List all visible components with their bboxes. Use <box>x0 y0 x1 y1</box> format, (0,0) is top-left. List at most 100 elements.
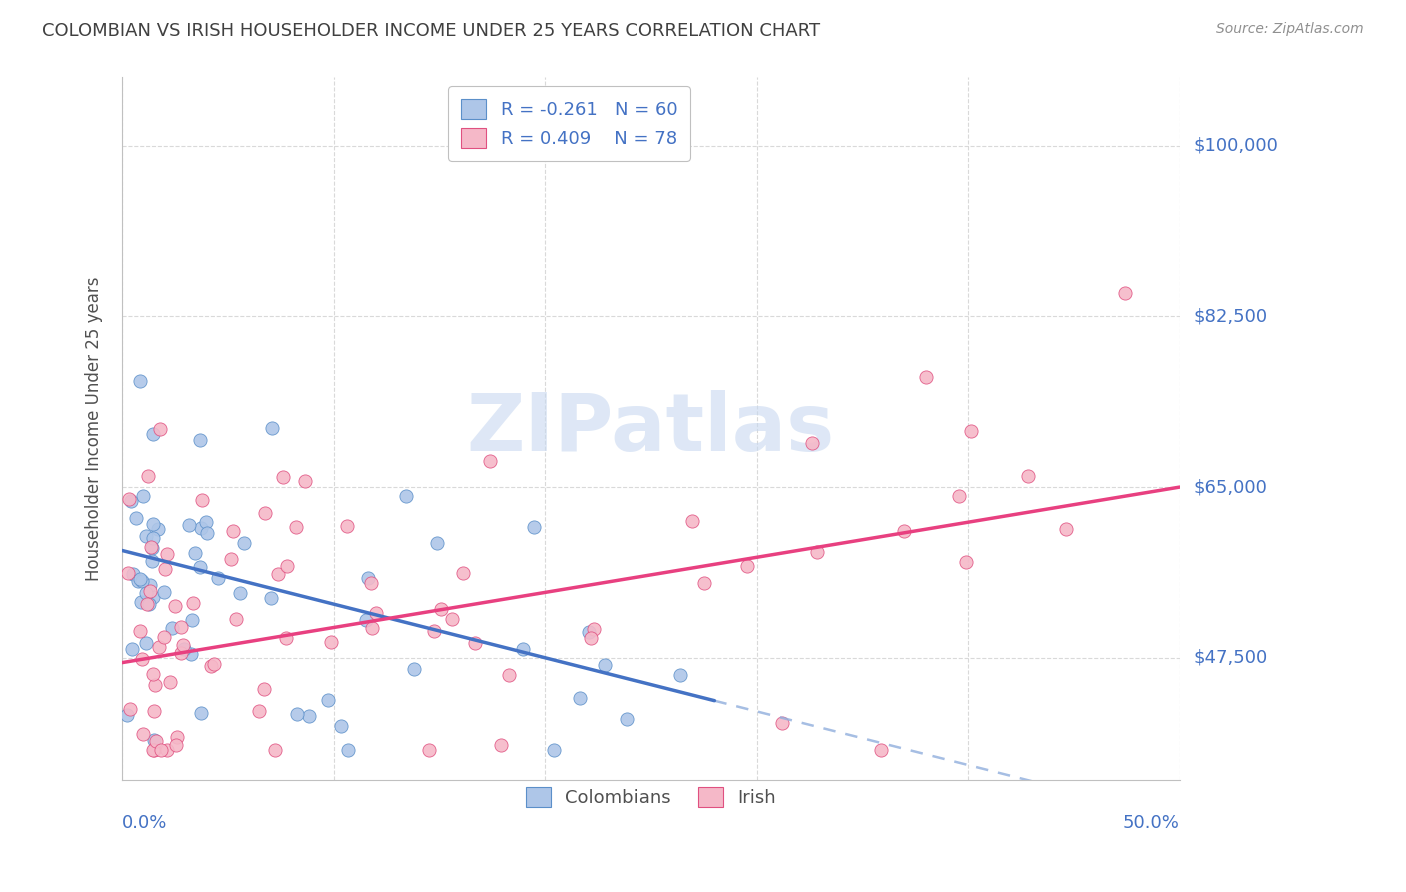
Point <box>294 475 316 489</box>
Point <box>115 707 138 722</box>
Point <box>127 574 149 588</box>
Text: $65,000: $65,000 <box>1194 478 1268 496</box>
Point <box>263 743 285 757</box>
Point <box>869 743 891 757</box>
Point <box>360 576 382 591</box>
Point <box>129 374 152 388</box>
Point <box>692 576 714 591</box>
Point <box>141 667 163 681</box>
Point <box>285 706 308 721</box>
Point <box>801 435 824 450</box>
Point <box>184 546 207 560</box>
Point <box>464 636 486 650</box>
Point <box>142 732 165 747</box>
Point <box>329 719 352 733</box>
Text: ZIPatlas: ZIPatlas <box>467 390 835 467</box>
Point <box>948 490 970 504</box>
Point <box>543 743 565 757</box>
Point <box>122 567 145 582</box>
Point <box>155 562 177 576</box>
Point <box>568 691 591 706</box>
Point <box>190 706 212 720</box>
Point <box>179 517 201 532</box>
Point <box>229 585 252 599</box>
Point <box>180 647 202 661</box>
Point <box>149 743 172 757</box>
Point <box>148 522 170 536</box>
Text: 0.0%: 0.0% <box>122 814 167 832</box>
Point <box>143 704 166 718</box>
Point <box>190 433 212 447</box>
Point <box>121 641 143 656</box>
Point <box>135 529 157 543</box>
Point <box>135 597 157 611</box>
Point <box>395 489 418 503</box>
Point <box>426 535 449 549</box>
Point <box>336 519 359 533</box>
Point <box>402 662 425 676</box>
Point <box>117 566 139 581</box>
Point <box>893 524 915 539</box>
Point <box>190 492 212 507</box>
Point <box>418 743 440 757</box>
Point <box>582 622 605 636</box>
Text: Source: ZipAtlas.com: Source: ZipAtlas.com <box>1216 22 1364 37</box>
Point <box>142 517 165 532</box>
Point <box>489 738 512 752</box>
Point <box>440 612 463 626</box>
Point <box>581 631 603 645</box>
Point <box>430 601 453 615</box>
Point <box>135 635 157 649</box>
Point <box>478 454 501 468</box>
Point <box>253 506 276 520</box>
Point <box>143 678 166 692</box>
Point <box>132 489 155 503</box>
Point <box>298 709 321 723</box>
Point <box>165 738 187 752</box>
Point <box>422 624 444 639</box>
Point <box>357 571 380 585</box>
Point <box>593 657 616 672</box>
Point <box>173 642 195 657</box>
Point <box>806 545 828 559</box>
Point <box>222 524 245 539</box>
Point <box>180 613 202 627</box>
Point <box>170 646 193 660</box>
Point <box>131 574 153 588</box>
Point <box>260 421 283 435</box>
Point <box>219 551 242 566</box>
Point <box>166 730 188 744</box>
Point <box>124 511 146 525</box>
Point <box>132 727 155 741</box>
Point <box>1114 285 1136 300</box>
Point <box>578 624 600 639</box>
Point <box>247 704 270 718</box>
Point <box>118 491 141 506</box>
Point <box>152 584 174 599</box>
Point <box>915 370 938 384</box>
Point <box>959 425 981 439</box>
Point <box>225 612 247 626</box>
Point <box>207 570 229 584</box>
Point <box>669 667 692 681</box>
Point <box>142 591 165 605</box>
Point <box>453 566 475 581</box>
Point <box>153 630 176 644</box>
Point <box>135 586 157 600</box>
Point <box>120 494 142 508</box>
Point <box>267 567 290 582</box>
Point <box>285 520 308 534</box>
Point <box>190 559 212 574</box>
Point <box>142 743 165 757</box>
Point <box>202 657 225 672</box>
Point <box>183 596 205 610</box>
Point <box>155 547 177 561</box>
Point <box>512 642 534 657</box>
Point <box>1017 469 1039 483</box>
Point <box>129 595 152 609</box>
Point <box>233 535 256 549</box>
Point <box>195 515 218 529</box>
Text: $100,000: $100,000 <box>1194 136 1278 154</box>
Point <box>172 638 194 652</box>
Point <box>139 540 162 554</box>
